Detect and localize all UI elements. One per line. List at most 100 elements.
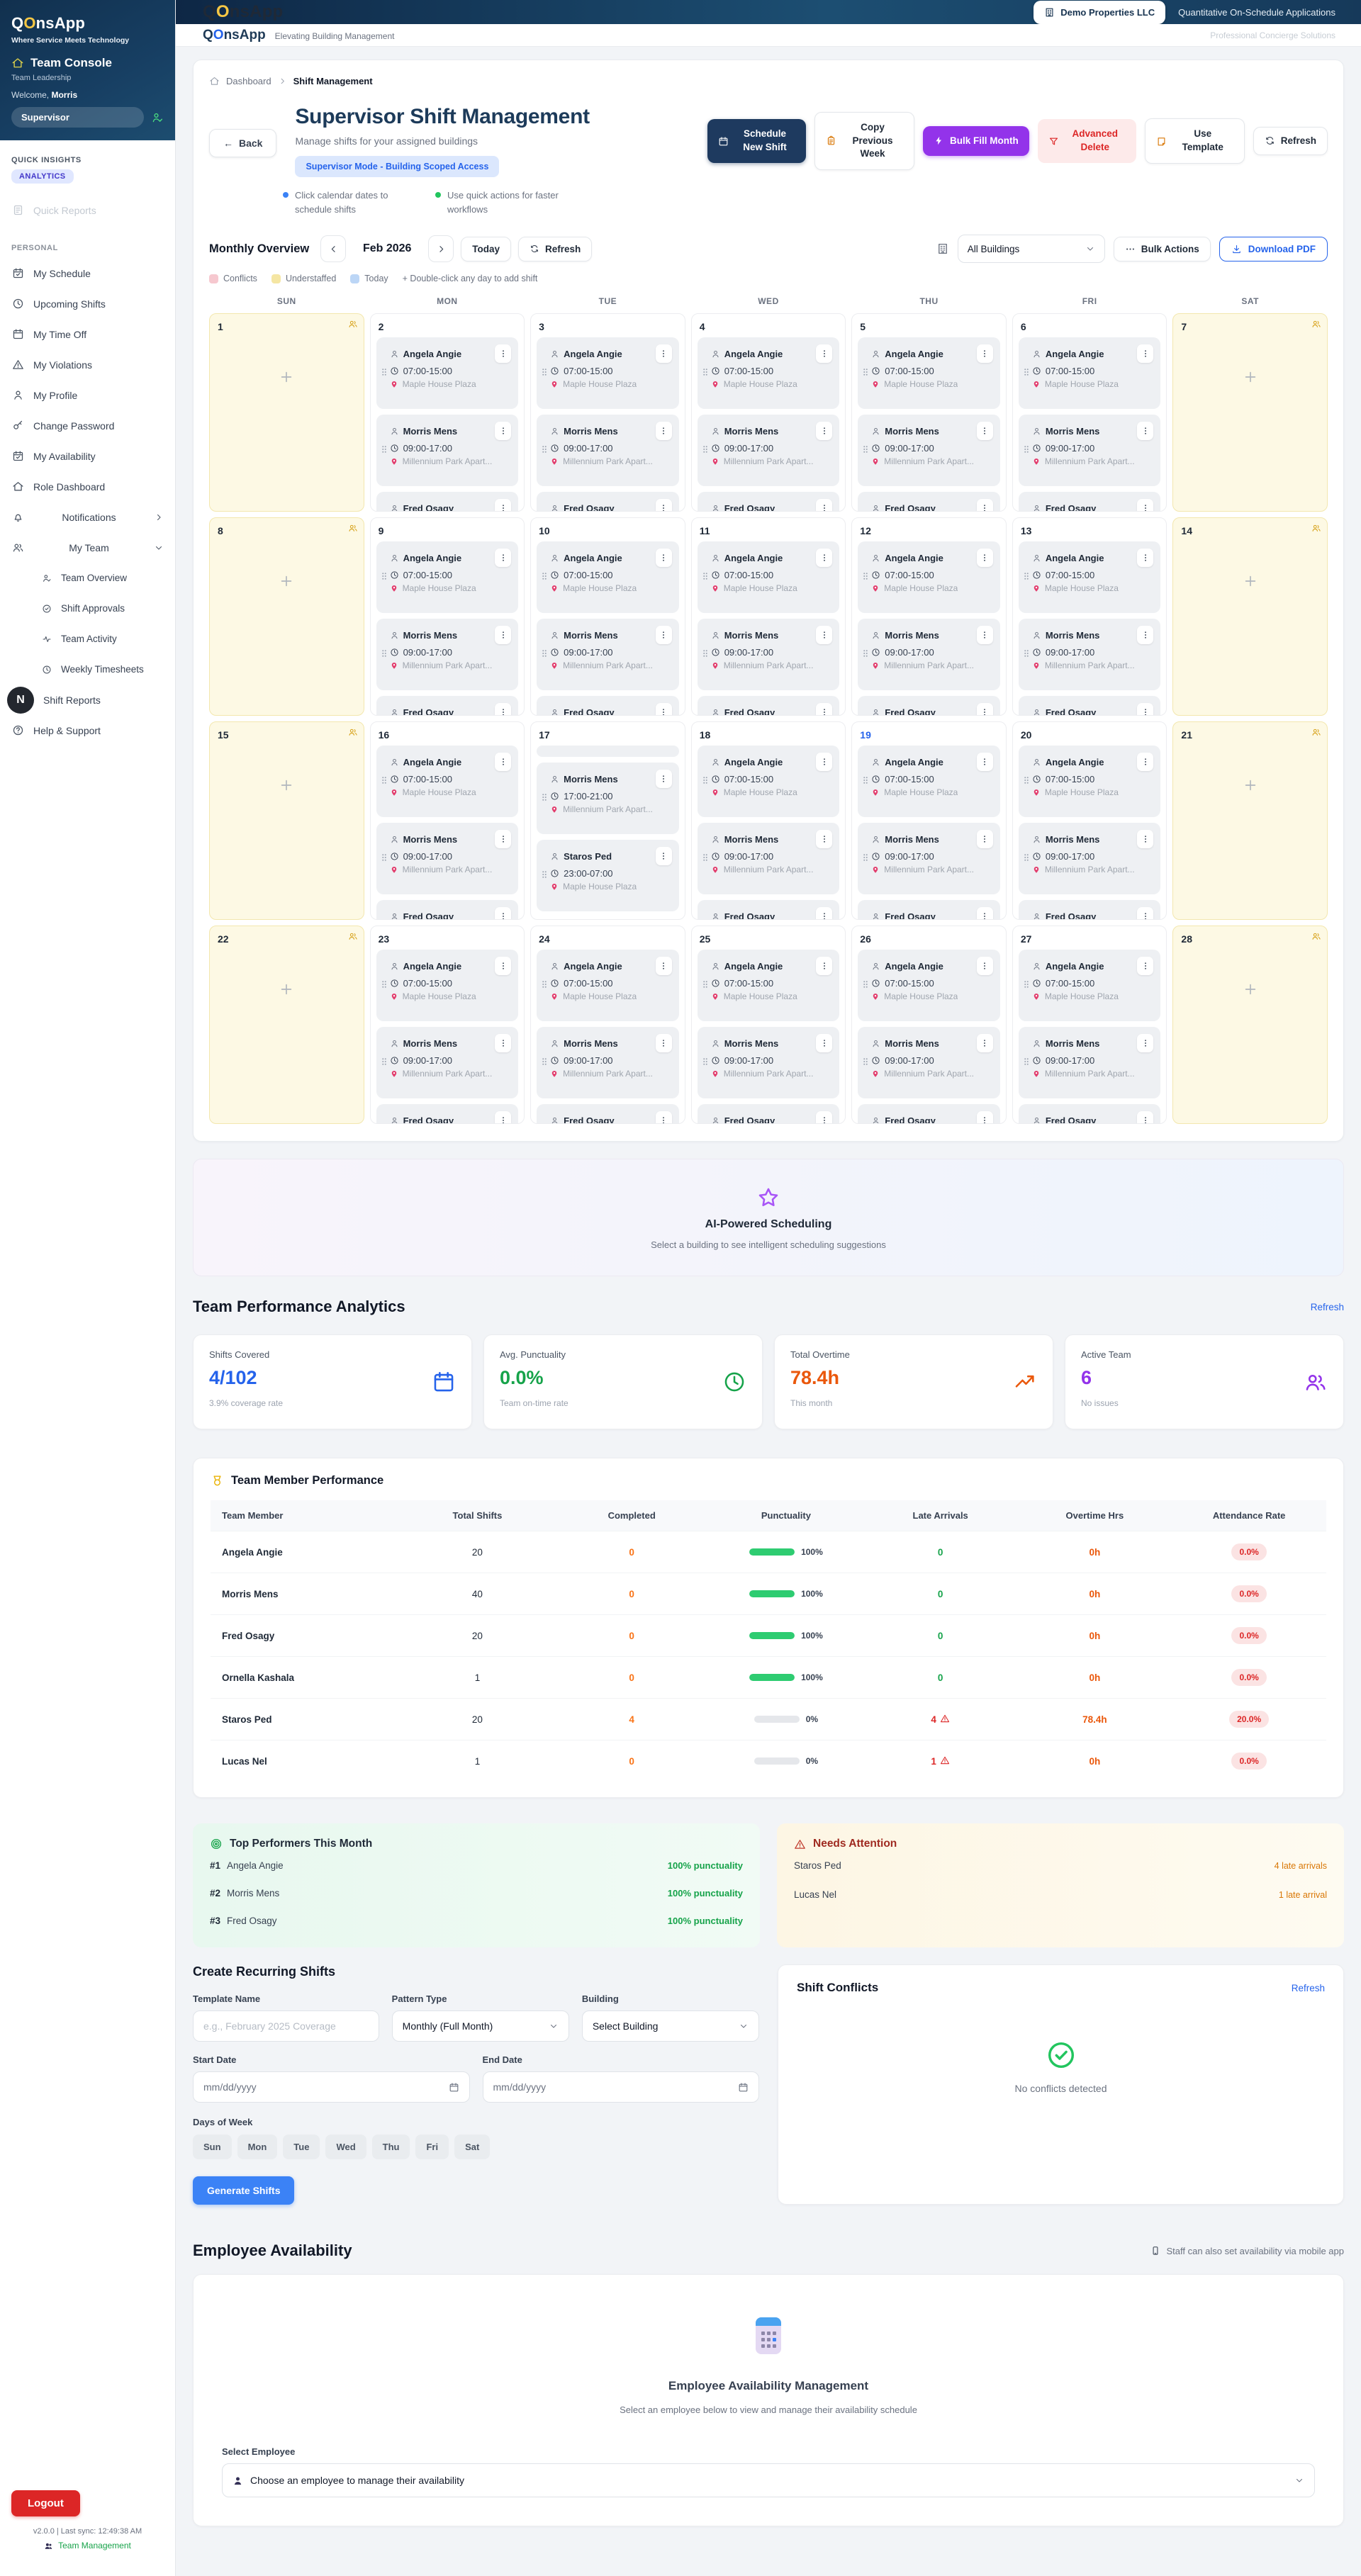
shift-menu-button[interactable] [1137, 957, 1154, 975]
sidebar-item-my-violations[interactable]: My Violations [11, 349, 164, 380]
drag-handle-icon[interactable] [700, 571, 710, 581]
shift-card-fred-osagy[interactable]: Fred Osagy [697, 492, 840, 511]
shift-menu-button[interactable] [655, 499, 672, 511]
shift-card-morris-mens[interactable]: Morris Mens 09:00-17:00 Millennium Park Ap… [1018, 823, 1161, 894]
drag-handle-icon[interactable] [1021, 1057, 1031, 1067]
shift-menu-button[interactable] [976, 626, 993, 644]
calendar-day-21[interactable]: 21 [1172, 721, 1328, 920]
shift-card-morris-mens[interactable]: Morris Mens 09:00-17:00 Millennium Park Ap… [1018, 415, 1161, 486]
end-date-input[interactable]: mm/dd/yyyy [482, 2071, 759, 2103]
shift-card-morris-mens[interactable]: Morris Mens 09:00-17:00 Millennium Park Ap… [858, 619, 1000, 690]
pattern-type-select[interactable]: Monthly (Full Month) [391, 2010, 569, 2042]
sidebar-item-notifications[interactable]: Notifications [11, 502, 164, 532]
shift-card-fred-osagy[interactable]: Fred Osagy [376, 1104, 519, 1123]
drag-handle-icon[interactable] [700, 367, 710, 377]
drag-handle-icon[interactable] [861, 367, 870, 377]
shift-card-angela-angie[interactable]: Angela Angie 07:00-15:00 Maple House Plaza [537, 337, 679, 409]
shift-menu-button[interactable] [655, 957, 672, 975]
shift-menu-button[interactable] [976, 344, 993, 363]
calendar-day-8[interactable]: 8 [209, 517, 364, 716]
shift-card-fred-osagy[interactable]: Fred Osagy [1018, 1104, 1161, 1123]
shift-menu-button[interactable] [816, 422, 833, 440]
shift-card-fred-osagy[interactable]: Fred Osagy [1018, 696, 1161, 715]
shift-card-angela-angie[interactable]: Angela Angie 07:00-15:00 Maple House Plaza [376, 746, 519, 817]
calendar-day-9[interactable]: 9 Angela Angie 07:00-15:00 Maple House Plaz… [369, 517, 525, 716]
shift-card-angela-angie[interactable]: Angela Angie 07:00-15:00 Maple House Plaza [697, 541, 840, 613]
calendar-day-20[interactable]: 20 Angela Angie 07:00-15:00 Maple House Pla… [1012, 721, 1167, 920]
shift-menu-button[interactable] [1137, 753, 1154, 771]
calendar-day-12[interactable]: 12 Angela Angie 07:00-15:00 Maple House Pla… [851, 517, 1007, 716]
calendar-day-18[interactable]: 18 Angela Angie 07:00-15:00 Maple House Pla… [690, 721, 846, 920]
drag-handle-icon[interactable] [1021, 979, 1031, 989]
shift-menu-button[interactable] [976, 703, 993, 715]
drag-handle-icon[interactable] [539, 1057, 549, 1067]
shift-menu-button[interactable] [816, 1034, 833, 1052]
calendar-day-13[interactable]: 13 Angela Angie 07:00-15:00 Maple House Pla… [1012, 517, 1167, 716]
shift-menu-button[interactable] [495, 1111, 512, 1123]
shift-card-morris-mens[interactable]: Morris Mens 09:00-17:00 Millennium Park Ap… [376, 415, 519, 486]
shift-card-morris-mens[interactable]: Morris Mens 09:00-17:00 Millennium Park Ap… [1018, 1027, 1161, 1098]
download-pdf-button[interactable]: Download PDF [1219, 236, 1328, 261]
shift-menu-button[interactable] [495, 957, 512, 975]
drag-handle-icon[interactable] [539, 367, 549, 377]
add-shift-plus-icon[interactable] [1243, 369, 1258, 388]
use-template-button[interactable]: Use Template [1144, 118, 1245, 164]
day-toggle-sat[interactable]: Sat [454, 2135, 491, 2159]
shift-menu-button[interactable] [816, 753, 833, 771]
calendar-day-11[interactable]: 11 Angela Angie 07:00-15:00 Maple House Pla… [690, 517, 846, 716]
shift-menu-button[interactable] [816, 344, 833, 363]
sidebar-item-team-overview[interactable]: Team Overview [11, 563, 164, 593]
employee-select[interactable]: Choose an employee to manage their avail… [222, 2463, 1315, 2497]
shift-menu-button[interactable] [495, 344, 512, 363]
shift-card-angela-angie[interactable]: Angela Angie 07:00-15:00 Maple House Plaza [858, 541, 1000, 613]
building-filter-select[interactable]: All Buildings [957, 235, 1105, 263]
shift-menu-button[interactable] [655, 847, 672, 865]
shift-menu-button[interactable] [495, 499, 512, 511]
shift-menu-button[interactable] [1137, 549, 1154, 567]
conflicts-refresh-link[interactable]: Refresh [1291, 1982, 1325, 1993]
drag-handle-icon[interactable] [539, 571, 549, 581]
shift-menu-button[interactable] [976, 422, 993, 440]
shift-menu-button[interactable] [655, 344, 672, 363]
drag-handle-icon[interactable] [539, 979, 549, 989]
next-month-button[interactable] [428, 235, 454, 262]
calendar-day-23[interactable]: 23 Angela Angie 07:00-15:00 Maple House Pla… [369, 926, 525, 1124]
shift-menu-button[interactable] [1137, 907, 1154, 919]
calendar-day-17[interactable]: 17 Morris Mens 17:00-21:00 Millennium Park … [530, 721, 685, 920]
sidebar-item-change-password[interactable]: Change Password [11, 410, 164, 441]
sidebar-item-shift-approvals[interactable]: Shift Approvals [11, 593, 164, 624]
drag-handle-icon[interactable] [539, 792, 549, 802]
building-select[interactable]: Select Building [581, 2010, 759, 2042]
copy-previous-week-button[interactable]: Copy Previous Week [814, 111, 914, 171]
shift-menu-button[interactable] [655, 1034, 672, 1052]
drag-handle-icon[interactable] [539, 870, 549, 879]
shift-menu-button[interactable] [976, 549, 993, 567]
shift-menu-button[interactable] [976, 1034, 993, 1052]
shift-card-morris-mens[interactable]: Morris Mens 09:00-17:00 Millennium Park Ap… [697, 619, 840, 690]
shift-card-staros-ped[interactable]: Staros Ped 23:00-07:00 Maple House Plaza [537, 840, 679, 911]
sidebar-item-role-dashboard[interactable]: Role Dashboard [11, 471, 164, 502]
shift-card-fred-osagy[interactable]: Fred Osagy [376, 900, 519, 919]
add-shift-plus-icon[interactable] [279, 982, 294, 1001]
shift-menu-button[interactable] [495, 830, 512, 848]
shift-menu-button[interactable] [1137, 626, 1154, 644]
drag-handle-icon[interactable] [861, 648, 870, 658]
shift-menu-button[interactable] [1137, 703, 1154, 715]
shift-card-morris-mens[interactable]: Morris Mens 09:00-17:00 Millennium Park Ap… [697, 415, 840, 486]
sidebar-item-weekly-timesheets[interactable]: Weekly Timesheets [11, 654, 164, 685]
shift-menu-button[interactable] [976, 830, 993, 848]
logout-button[interactable]: Logout [11, 2490, 80, 2516]
calendar-day-1[interactable]: 1 [209, 313, 364, 512]
drag-handle-icon[interactable] [861, 775, 870, 785]
schedule-new-shift-button[interactable]: Schedule New Shift [707, 119, 806, 163]
shift-menu-button[interactable] [1137, 344, 1154, 363]
drag-handle-icon[interactable] [379, 1057, 389, 1067]
shift-menu-button[interactable] [1137, 830, 1154, 848]
calendar-day-3[interactable]: 3 Angela Angie 07:00-15:00 Maple House Plaz… [530, 313, 685, 512]
calendar-day-26[interactable]: 26 Angela Angie 07:00-15:00 Maple House Pla… [851, 926, 1007, 1124]
calendar-day-24[interactable]: 24 Angela Angie 07:00-15:00 Maple House Pla… [530, 926, 685, 1124]
shift-card-morris-mens[interactable]: Morris Mens 09:00-17:00 Millennium Park Ap… [376, 823, 519, 894]
drag-handle-icon[interactable] [1021, 571, 1031, 581]
add-shift-plus-icon[interactable] [279, 573, 294, 592]
template-name-input[interactable] [193, 2010, 379, 2042]
